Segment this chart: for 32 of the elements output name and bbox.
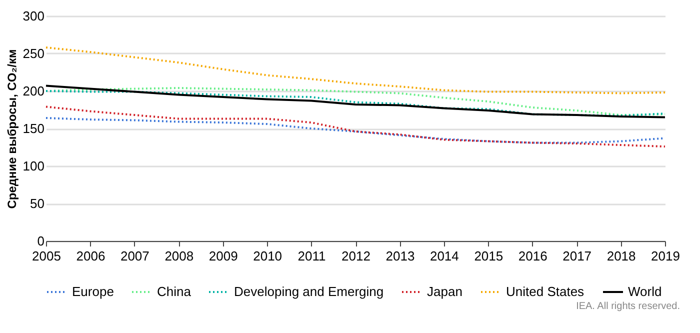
x-tick-label: 2007 [120, 248, 150, 264]
x-tick-label: 2017 [562, 248, 592, 264]
legend-label: Japan [427, 284, 462, 299]
legend-label: United States [506, 284, 585, 299]
x-tick-label: 2009 [208, 248, 238, 264]
y-axis-title: Средние выбросы, CO₂/км [4, 49, 19, 209]
legend-label: Europe [72, 284, 114, 299]
y-tick-label: 100 [22, 158, 44, 174]
x-tick-label: 2019 [651, 248, 680, 264]
y-tick-label: 150 [22, 121, 44, 136]
x-tick-label: 2014 [430, 248, 459, 264]
legend-label: Developing and Emerging [234, 284, 384, 299]
x-tick-label: 2012 [342, 248, 370, 264]
line-series [45, 106, 666, 148]
x-tick-label: 2018 [606, 248, 636, 264]
y-tick-label: 50 [30, 196, 44, 211]
legend-label: China [157, 284, 192, 299]
x-tick-label: 2006 [76, 248, 106, 264]
x-tick-label: 2008 [164, 248, 194, 264]
legend-label: World [628, 284, 662, 299]
y-tick-label: 250 [22, 46, 44, 61]
y-tick-label: 200 [22, 84, 44, 98]
y-tick-label: 0 [37, 234, 44, 248]
line-series [45, 46, 666, 94]
x-tick-label: 2013 [386, 248, 415, 264]
y-tick-label: 300 [22, 8, 44, 24]
text: IEA. All rights reserved. [576, 301, 680, 312]
x-tick-label: 2010 [253, 248, 282, 264]
x-tick-label: 2016 [518, 248, 548, 264]
x-tick-label: 2015 [474, 248, 504, 264]
x-tick-label: 2005 [32, 248, 61, 264]
x-tick-label: 2011 [298, 248, 326, 264]
